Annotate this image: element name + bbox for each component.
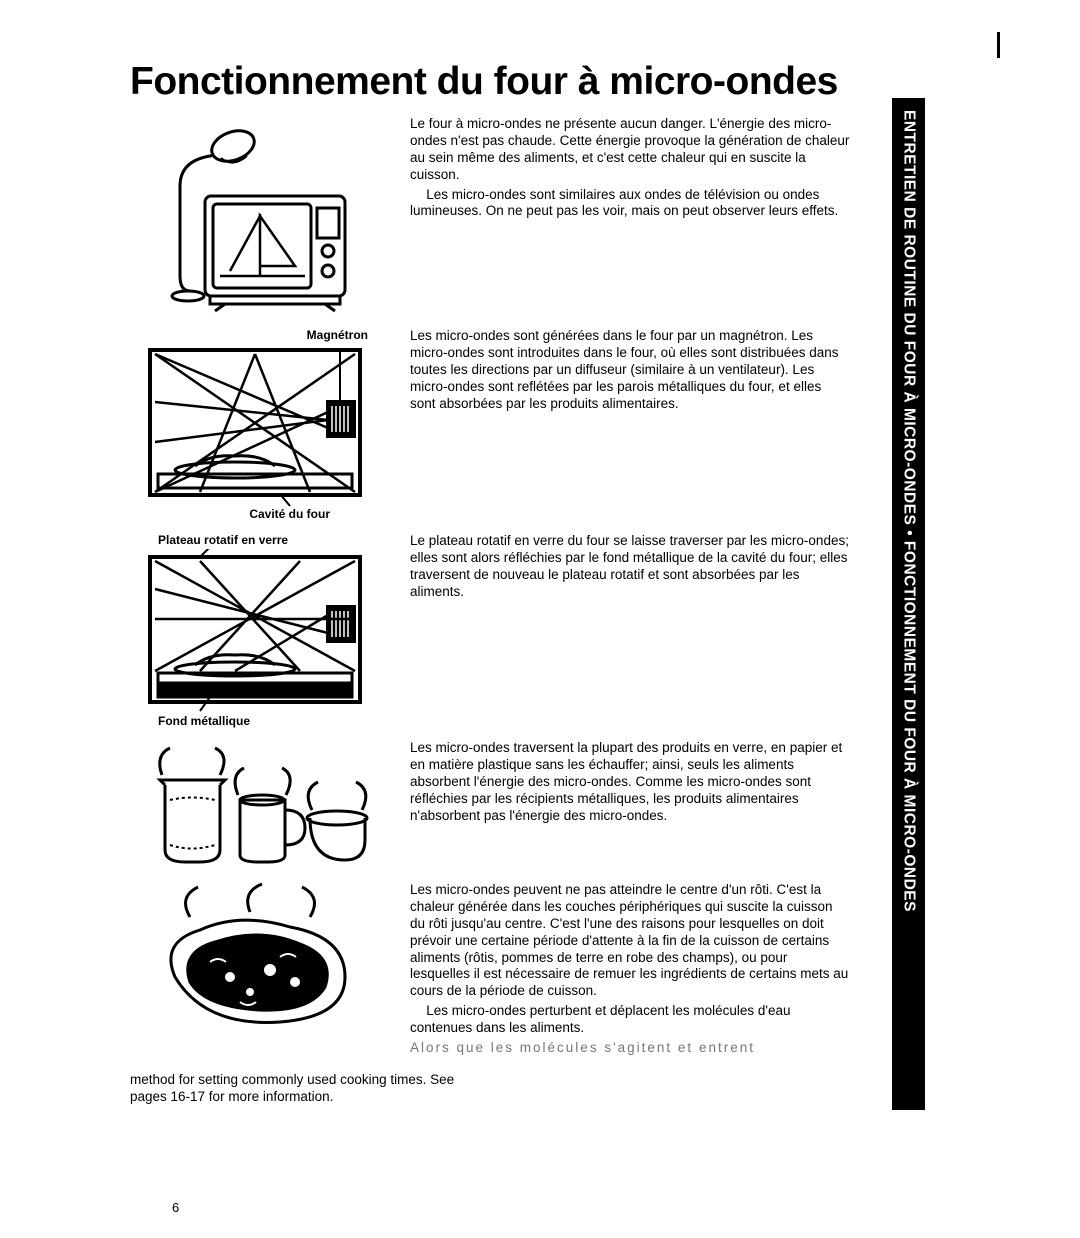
- page-number: 6: [172, 1200, 179, 1215]
- fig-roast: [130, 882, 380, 1060]
- para-5c: Alors que les molécules s'agitent et ent…: [410, 1040, 850, 1057]
- para-1a: Le four à micro-ondes ne présente aucun …: [410, 116, 850, 184]
- side-tab-text: ENTRETIEN DE ROUTINE DU FOUR À MICRO-OND…: [900, 110, 918, 912]
- row-magnetron: Magnétron: [130, 328, 850, 521]
- page-title: Fonctionnement du four à micro-ondes: [130, 60, 850, 104]
- fig-turntable: Plateau rotatif en verre: [130, 533, 380, 728]
- footer-text: method for setting commonly used cooking…: [130, 1072, 460, 1106]
- text-intro: Le four à micro-ondes ne présente aucun …: [410, 116, 850, 316]
- text-turntable: Le plateau rotatif en verre du four se l…: [410, 533, 850, 728]
- fig-magnetron: Magnétron: [130, 328, 380, 521]
- side-tab: ENTRETIEN DE ROUTINE DU FOUR À MICRO-OND…: [892, 98, 925, 1110]
- turntable-icon: [140, 549, 370, 714]
- text-roast: Les micro-ondes peuvent ne pas atteindre…: [410, 882, 850, 1060]
- fig-tv: [130, 116, 380, 316]
- text-containers: Les micro-ondes traversent la plupart de…: [410, 740, 850, 870]
- para-2: Les micro-ondes sont générées dans le fo…: [410, 328, 850, 412]
- tv-illustration-icon: [155, 116, 355, 316]
- para-5b: Les micro-ondes perturbent et déplacent …: [410, 1003, 850, 1037]
- oven-cavity-icon: [140, 342, 370, 507]
- page-body: Fonctionnement du four à micro-ondes: [130, 60, 850, 1106]
- fig-containers: [130, 740, 380, 870]
- para-5a: Les micro-ondes peuvent ne pas atteindre…: [410, 882, 850, 1000]
- text-magnetron: Les micro-ondes sont générées dans le fo…: [410, 328, 850, 521]
- label-magnetron: Magnétron: [307, 328, 368, 342]
- row-roast: Les micro-ondes peuvent ne pas atteindre…: [130, 882, 850, 1060]
- roast-icon: [150, 882, 360, 1032]
- label-plateau: Plateau rotatif en verre: [158, 533, 288, 547]
- label-fond: Fond métallique: [158, 714, 250, 728]
- row-turntable: Plateau rotatif en verre: [130, 533, 850, 728]
- para-4: Les micro-ondes traversent la plupart de…: [410, 740, 850, 824]
- row-intro: Le four à micro-ondes ne présente aucun …: [130, 116, 850, 316]
- para-1b: Les micro-ondes sont similaires aux onde…: [410, 187, 850, 221]
- label-cavite: Cavité du four: [249, 507, 330, 521]
- crop-mark: [997, 32, 1000, 58]
- containers-icon: [140, 740, 370, 870]
- row-containers: Les micro-ondes traversent la plupart de…: [130, 740, 850, 870]
- para-3: Le plateau rotatif en verre du four se l…: [410, 533, 850, 601]
